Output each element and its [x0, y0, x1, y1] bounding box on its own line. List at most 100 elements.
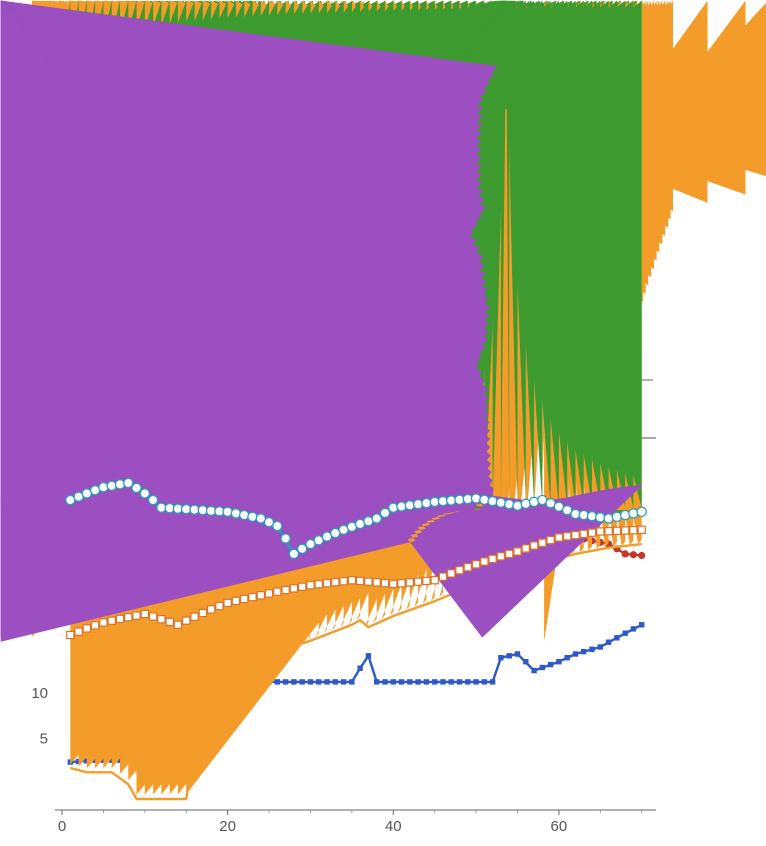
bottom-series-30-point-9 — [140, 609, 149, 619]
bottom-series-30-point-1 — [74, 627, 83, 636]
bottom-series-30-point-37 — [372, 578, 381, 587]
bottom-series-30-point-19 — [223, 598, 232, 608]
bottom-series-50-point-27 — [291, 679, 297, 685]
bottom-series-50-point-31 — [324, 679, 330, 685]
bottom-series-30-point-7 — [124, 612, 133, 622]
bottom-series-45-point-25 — [272, 520, 283, 532]
bottom-series-45 — [65, 477, 647, 560]
bottom-series-50-point-57 — [539, 664, 545, 671]
bottom-series-45-point-20 — [230, 508, 242, 519]
bottom-x-tick-label-60: 60 — [551, 818, 568, 835]
bottom-series-50-point-61 — [572, 651, 579, 657]
bottom-series-50-point-68 — [630, 626, 637, 632]
bottom-series-30-point-26 — [281, 585, 290, 595]
bottom-series-50-point-25 — [274, 679, 280, 685]
bottom-series-30-point-21 — [240, 594, 249, 604]
bottom-series-50-point-66 — [614, 635, 620, 641]
bottom-series-50-point-34 — [349, 679, 355, 685]
bottom-series-30-point-28 — [298, 582, 307, 592]
bottom-series-50-point-49 — [473, 679, 479, 685]
bottom-series-30-point-14 — [182, 616, 191, 625]
bottom-series-30-point-68 — [629, 525, 638, 535]
bottom-series-30-point-40 — [397, 578, 406, 588]
bottom-series-45-point-69 — [636, 506, 647, 518]
bottom-series-50-point-39 — [390, 679, 396, 685]
bottom-series-50-point-3 — [92, 757, 98, 763]
bottom-series-50-point-69 — [639, 622, 645, 628]
bottom-series-30-point-59 — [554, 533, 564, 542]
bottom-series-30-point-65 — [604, 526, 613, 536]
bottom-series-30-point-30 — [314, 579, 323, 589]
bottom-series-45-point-28 — [296, 543, 308, 555]
bottom-series-30-point-34 — [347, 575, 357, 585]
bottom-series-50-point-42 — [415, 679, 421, 685]
bottom-series-30-point-69 — [637, 525, 646, 535]
bottom-series-30-point-63 — [587, 528, 597, 537]
bottom-series-57-point-69 — [638, 551, 646, 560]
bottom-series-30-point-17 — [206, 605, 216, 614]
bottom-series-45-point-6 — [114, 479, 126, 490]
bottom-series-50-point-35 — [357, 665, 363, 671]
bottom-series-30-point-51 — [488, 554, 497, 564]
bottom-series-50-point-38 — [382, 679, 388, 685]
bottom-series-50-point-53 — [506, 653, 512, 659]
bottom-series-50-point-0 — [67, 759, 73, 765]
bottom-series-45-point-5 — [106, 480, 117, 492]
bottom-series-50-point-29 — [307, 679, 314, 685]
bottom-series-30-point-67 — [620, 526, 630, 535]
bottom-series-50-point-6 — [117, 757, 123, 763]
bottom-series-50-point-59 — [556, 659, 562, 665]
bottom-series-30-point-0 — [66, 630, 75, 640]
bottom-series-30-point-42 — [413, 577, 423, 586]
bottom-series-45-point-8 — [131, 482, 142, 494]
bottom-series-45-point-52 — [495, 497, 507, 508]
bottom-series-30-point-3 — [90, 621, 100, 630]
bottom-series-50-point-55 — [523, 659, 529, 665]
bottom-series-30-point-48 — [463, 562, 473, 572]
bottom-series-30-point-22 — [248, 592, 257, 602]
bottom-series-30-point-25 — [273, 587, 282, 596]
bottom-series-45-point-68 — [628, 508, 639, 519]
bottom-series-30-point-58 — [546, 535, 555, 545]
bottom-series-30-point-6 — [115, 614, 125, 624]
bottom-series-45-point-9 — [139, 488, 151, 499]
bottom-series-30-point-44 — [430, 575, 439, 585]
bottom-series-30-point-38 — [380, 578, 390, 588]
bottom-series-30-point-57 — [538, 538, 547, 548]
bottom-series-50-point-43 — [423, 679, 430, 685]
bottom-y-tick-label-5: 5 — [40, 731, 48, 748]
bottom-series-50-point-1 — [75, 758, 82, 765]
bottom-series-30-point-15 — [190, 612, 199, 621]
bottom-series-30-point-12 — [165, 617, 174, 627]
bottom-series-50-point-50 — [481, 679, 488, 685]
bottom-series-50-point-30 — [316, 679, 322, 685]
bottom-series-50-point-5 — [109, 757, 115, 763]
bottom-series-45-point-7 — [123, 477, 134, 489]
bottom-series-45-point-53 — [503, 498, 515, 510]
bottom-series-30-point-46 — [447, 569, 456, 578]
bottom-series-30-point-31 — [322, 578, 332, 588]
bottom-series-45-point-27 — [288, 548, 300, 560]
bottom-series-30-point-61 — [571, 530, 580, 540]
bottom-series-30-point-49 — [471, 560, 481, 569]
bottom-series-30-point-62 — [579, 529, 588, 539]
bottom-series-30-point-32 — [331, 577, 340, 587]
bottom-series-45-point-21 — [238, 509, 250, 521]
bottom-series-30-point-64 — [596, 527, 605, 536]
bottom-series-57-point-68 — [629, 551, 638, 559]
bottom-series-30-point-10 — [148, 612, 158, 621]
bottom-series-50-point-63 — [589, 646, 595, 652]
bottom-series-30-point-45 — [438, 572, 448, 581]
bottom-series-30-point-47 — [455, 565, 464, 575]
bottom-series-50-point-62 — [581, 648, 587, 655]
bottom-series-30-point-50 — [480, 557, 489, 566]
bottom-series-45-point-65 — [603, 513, 614, 524]
bottom-series-45-point-22 — [247, 511, 258, 523]
bottom-series-45-point-19 — [222, 506, 233, 518]
bottom-series-50-point-56 — [531, 667, 537, 674]
bottom-series-30-point-35 — [355, 576, 365, 586]
bottom-series-45-point-4 — [98, 481, 109, 493]
bottom-series-30-point-5 — [107, 616, 116, 625]
